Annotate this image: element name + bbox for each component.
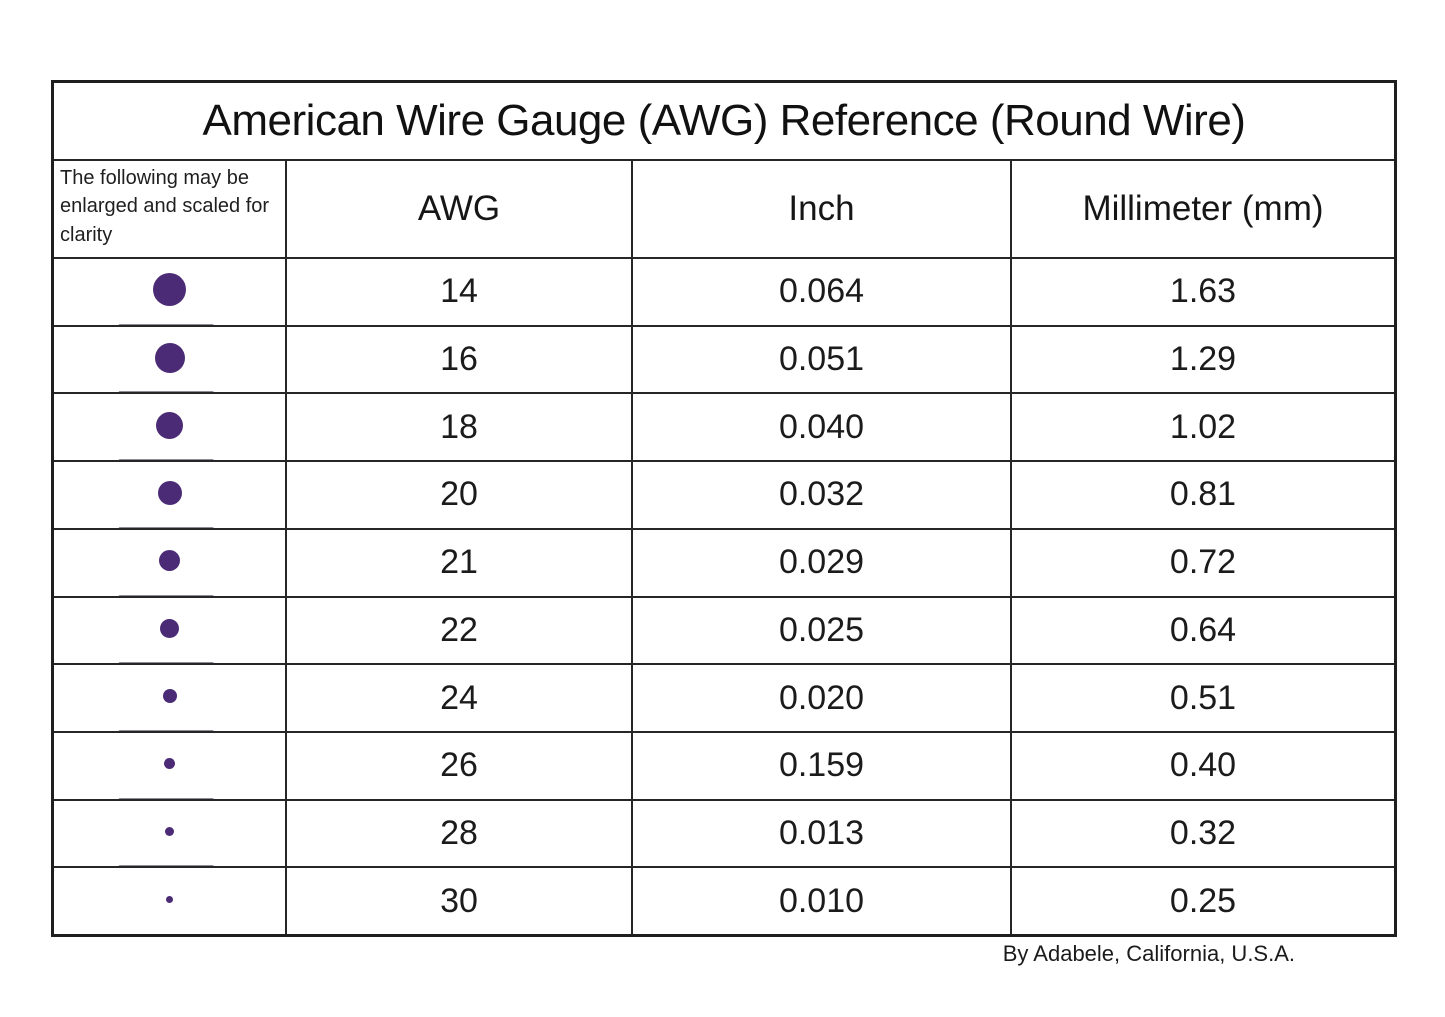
wire-dot-cell xyxy=(54,259,287,325)
wire-dot-cell xyxy=(54,597,287,664)
dot-underline xyxy=(118,526,214,528)
table-title: American Wire Gauge (AWG) Reference (Rou… xyxy=(202,96,1246,145)
mm-value: 1.02 xyxy=(1169,407,1237,446)
awg-value: 30 xyxy=(287,868,633,935)
mm-value: 0.64 xyxy=(1169,610,1237,649)
mm-value: 0.51 xyxy=(1169,678,1237,717)
wire-size-dot xyxy=(156,411,183,439)
wire-dot-cell xyxy=(54,462,287,528)
wire-dot-cell xyxy=(54,665,287,731)
inch-value: 0.064 xyxy=(633,259,1012,325)
wire-size-dot xyxy=(165,826,174,836)
table-row: 22 0.025 0.64 xyxy=(54,597,1394,666)
table-title-row: American Wire Gauge (AWG) Reference (Rou… xyxy=(54,83,1394,161)
column-header-millimeter: Millimeter (mm) xyxy=(1082,189,1324,228)
dot-underline xyxy=(118,323,214,325)
table-row: 30 0.010 0.25 xyxy=(54,868,1394,935)
inch-value: 0.040 xyxy=(633,394,1012,461)
table-row: 18 0.040 1.02 xyxy=(54,394,1394,463)
inch-value: 0.010 xyxy=(633,868,1012,935)
wire-size-dot xyxy=(157,480,182,505)
attribution-text: By Adabele, California, U.S.A. xyxy=(1002,941,1295,966)
awg-value: 28 xyxy=(287,800,633,867)
wire-size-dot xyxy=(164,758,175,770)
wire-size-dot xyxy=(160,618,179,638)
awg-value: 22 xyxy=(287,597,633,664)
dot-underline xyxy=(118,391,214,393)
inch-value: 0.051 xyxy=(633,326,1012,393)
mm-value: 0.81 xyxy=(1169,475,1237,514)
wire-dot-cell xyxy=(54,800,287,867)
column-header-inch: Inch xyxy=(633,161,1012,257)
dot-underline xyxy=(118,797,214,799)
wire-dot-cell xyxy=(54,732,287,799)
mm-value: 0.72 xyxy=(1169,543,1237,582)
mm-value: 1.29 xyxy=(1169,340,1237,379)
dot-underline xyxy=(118,729,214,731)
table-row: 26 0.159 0.40 xyxy=(54,732,1394,801)
note-text: The following may be enlarged and scaled… xyxy=(60,167,270,246)
table-body: 14 0.064 1.63 16 0.051 1.29 18 0.040 1.0… xyxy=(54,259,1394,935)
table-header-row: The following may be enlarged and scaled… xyxy=(54,161,1394,259)
awg-value: 14 xyxy=(287,259,633,325)
table-row: 21 0.029 0.72 xyxy=(54,529,1394,598)
inch-value: 0.013 xyxy=(633,800,1012,867)
inch-value: 0.032 xyxy=(633,462,1012,528)
mm-value: 1.63 xyxy=(1169,272,1237,311)
table-row: 28 0.013 0.32 xyxy=(54,800,1394,869)
mm-value: 0.40 xyxy=(1169,746,1237,785)
awg-value: 16 xyxy=(287,326,633,393)
mm-value: 0.32 xyxy=(1169,813,1237,852)
wire-size-dot xyxy=(153,273,186,307)
dot-underline xyxy=(118,594,214,596)
wire-size-dot xyxy=(159,550,180,572)
awg-value: 18 xyxy=(287,394,633,461)
wire-dot-cell xyxy=(54,868,287,935)
wire-size-dot xyxy=(162,689,177,704)
inch-value: 0.029 xyxy=(633,529,1012,596)
awg-value: 26 xyxy=(287,732,633,799)
table-row: 14 0.064 1.63 xyxy=(54,259,1394,327)
dot-underline xyxy=(118,459,214,461)
inch-value: 0.025 xyxy=(633,597,1012,664)
mm-value: 0.25 xyxy=(1169,881,1237,920)
wire-dot-cell xyxy=(54,394,287,461)
table-row: 24 0.020 0.51 xyxy=(54,665,1394,733)
note-cell: The following may be enlarged and scaled… xyxy=(54,161,287,257)
table-row: 16 0.051 1.29 xyxy=(54,326,1394,395)
inch-value: 0.159 xyxy=(633,732,1012,799)
awg-value: 20 xyxy=(287,462,633,528)
column-header-awg: AWG xyxy=(287,161,633,257)
awg-value: 24 xyxy=(287,665,633,731)
wire-size-dot xyxy=(166,895,173,903)
dot-underline xyxy=(118,865,214,867)
wire-dot-cell xyxy=(54,326,287,393)
inch-value: 0.020 xyxy=(633,665,1012,731)
awg-value: 21 xyxy=(287,529,633,596)
dot-underline xyxy=(118,662,214,664)
awg-reference-table: American Wire Gauge (AWG) Reference (Rou… xyxy=(51,80,1397,937)
wire-dot-cell xyxy=(54,529,287,596)
wire-size-dot xyxy=(154,342,185,373)
table-row: 20 0.032 0.81 xyxy=(54,462,1394,530)
